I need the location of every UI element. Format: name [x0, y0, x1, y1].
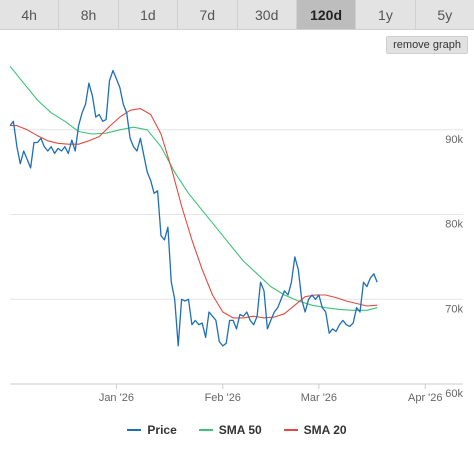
legend-item-sma20[interactable]: SMA 20 [283, 423, 347, 437]
remove-graph-button[interactable]: remove graph [386, 36, 468, 54]
tab-4h[interactable]: 4h [0, 0, 60, 29]
series-line-sma50 [9, 65, 378, 311]
tab-1d[interactable]: 1d [119, 0, 179, 29]
legend-swatch-sma50 [198, 429, 213, 431]
x-tick-label: Mar '26 [301, 392, 337, 404]
legend-swatch-price [127, 429, 142, 431]
y-tick-label: 90k [445, 134, 463, 146]
x-tick-label: Feb '26 [205, 392, 241, 404]
tab-7d[interactable]: 7d [178, 0, 238, 29]
series-line-sma20 [10, 108, 378, 319]
legend-label: Price [147, 423, 177, 437]
tab-120d[interactable]: 120d [296, 0, 357, 29]
y-tick-label: 80k [445, 219, 463, 231]
tab-5y[interactable]: 5y [437, 6, 453, 23]
x-tick-label: Jan '26 [99, 392, 134, 404]
legend-item-price[interactable]: Price [127, 423, 177, 437]
tab-8h[interactable]: 8h [59, 0, 119, 29]
chart-legend: Price SMA 50 SMA 20 [0, 421, 474, 439]
price-chart: 60k 70k 80k 90k Jan '26 Feb '26 Mar '26 Apr '26 [9, 65, 463, 404]
legend-swatch-sma20 [283, 429, 298, 431]
tab-1y[interactable]: 1y [356, 0, 416, 29]
legend-item-sma50[interactable]: SMA 50 [198, 423, 262, 437]
legend-label: SMA 20 [303, 423, 347, 437]
x-tick-label: Apr '26 [408, 392, 443, 404]
legend-label: SMA 50 [218, 423, 262, 437]
y-tick-label: 60k [445, 388, 463, 400]
y-tick-label: 70k [445, 303, 463, 315]
timeframe-tabs: 4h 8h 1d 7d 30d 120d 1y 5y [0, 0, 474, 30]
tab-30d[interactable]: 30d [238, 0, 297, 29]
series-line-price [9, 69, 378, 347]
